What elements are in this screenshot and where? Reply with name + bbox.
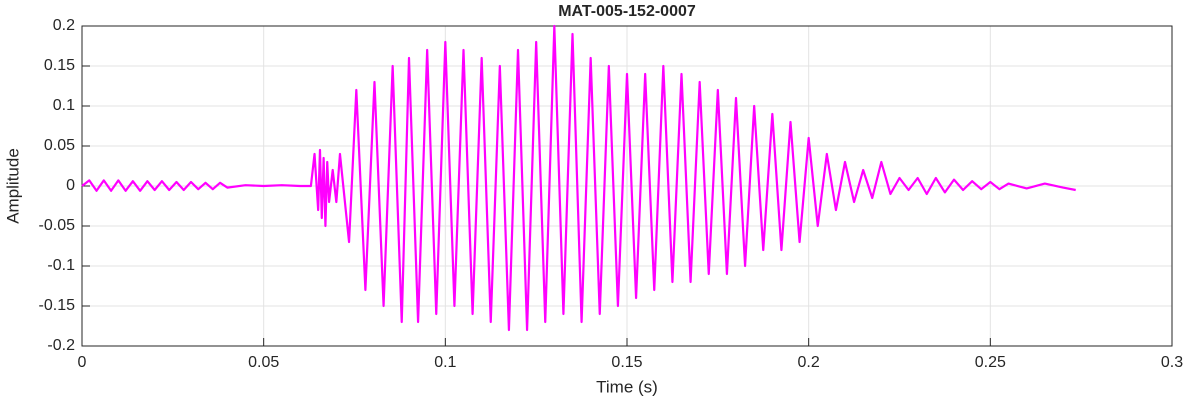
y-tick-label: -0.15: [39, 297, 76, 314]
x-tick-label: 0.05: [248, 354, 279, 371]
x-tick-label: 0: [78, 354, 87, 371]
y-tick-label: 0.1: [53, 97, 75, 114]
y-tick-label: 0.05: [44, 137, 75, 154]
x-tick-label: 0.3: [1161, 354, 1183, 371]
x-tick-label: 0.25: [975, 354, 1006, 371]
x-tick-label: 0.2: [798, 354, 820, 371]
y-tick-label: -0.1: [47, 257, 75, 274]
waveform-line: [81, 24, 1076, 332]
x-axis-label: Time (s): [596, 377, 658, 396]
y-tick-label: 0.15: [44, 57, 75, 74]
x-tick-label: 0.1: [434, 354, 456, 371]
y-tick-label: -0.05: [39, 217, 76, 234]
y-axis-label: Amplitude: [3, 148, 22, 224]
y-tick-label: 0: [66, 177, 75, 194]
x-tick-label: 0.15: [611, 354, 642, 371]
chart-title: MAT-005-152-0007: [558, 3, 696, 20]
y-tick-label: -0.2: [47, 337, 75, 354]
y-tick-label: 0.2: [53, 17, 75, 34]
